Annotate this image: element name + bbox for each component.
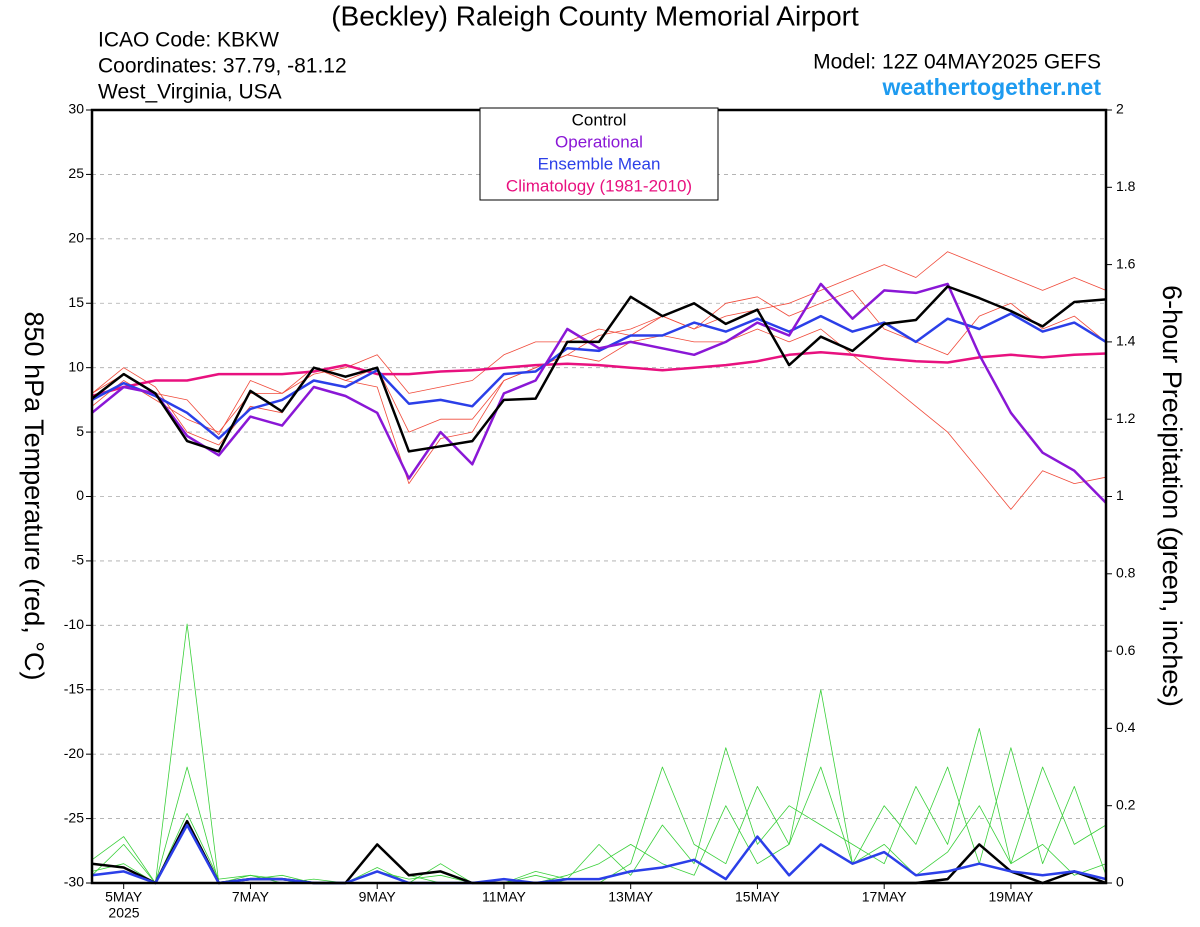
y2-axis-title: 6-hour Precipitation (green, inches) (1157, 285, 1187, 707)
y-tick-label: 25 (68, 165, 84, 181)
y-tick-label: -20 (64, 745, 84, 761)
series-line (91, 285, 1107, 453)
x-tick-label: 11MAY (482, 889, 526, 905)
series-line (91, 350, 1107, 398)
series-line (91, 282, 1107, 504)
y2-tick-label: 1.6 (1116, 255, 1136, 271)
series-line (91, 290, 1107, 436)
y-tick-label: 10 (68, 358, 84, 374)
x-tick-label: 7MAY (232, 889, 270, 905)
year-label: 2025 (108, 905, 139, 921)
y2-tick-label: 1.4 (1116, 333, 1136, 349)
y-tick-label: 15 (68, 294, 84, 310)
y-tick-label: -5 (72, 552, 85, 568)
series-line (91, 251, 1107, 484)
series-line (91, 328, 1107, 510)
x-tick-label: 13MAY (608, 889, 654, 905)
y2-tick-label: 0.2 (1116, 796, 1136, 812)
y2-tick-label: 0 (1116, 874, 1124, 890)
y-tick-label: -10 (64, 616, 84, 632)
y2-tick-label: 1.2 (1116, 410, 1136, 426)
y-tick-label: 0 (76, 487, 84, 503)
x-tick-label: 17MAY (862, 889, 908, 905)
y2-tick-label: 1.8 (1116, 178, 1136, 194)
legend-label: Control (572, 110, 627, 129)
y-tick-label: -25 (64, 809, 84, 825)
y-tick-label: -30 (64, 874, 84, 890)
series-line (91, 728, 1107, 884)
legend-box (479, 107, 719, 201)
location: West_Virginia, USA (98, 81, 282, 104)
series-line (91, 823, 1107, 885)
website: weathertogether.net (881, 74, 1101, 100)
series-line (91, 766, 1107, 884)
y2-tick-label: 2 (1116, 101, 1124, 117)
legend-label: Climatology (1981-2010) (506, 176, 692, 195)
y-tick-label: 5 (76, 423, 84, 439)
y-tick-label: 30 (68, 101, 84, 117)
y2-tick-label: 0.4 (1116, 719, 1136, 735)
x-tick-label: 19MAY (989, 889, 1035, 905)
series-line (91, 819, 1107, 885)
x-tick-label: 9MAY (359, 889, 397, 905)
x-tick-label: 5MAY (105, 889, 143, 905)
series-line (91, 312, 1107, 440)
y-axis-title: 850 hPa Temperature (red, °C) (19, 312, 49, 681)
model: Model: 12Z 04MAY2025 GEFS (813, 51, 1101, 74)
y2-tick-label: 1 (1116, 487, 1124, 503)
y-tick-label: 20 (68, 230, 84, 246)
y2-tick-label: 0.6 (1116, 642, 1136, 658)
coordinates: Coordinates: 37.79, -81.12 (98, 55, 347, 78)
icao: ICAO Code: KBKW (98, 29, 279, 52)
y-tick-label: -15 (64, 680, 84, 696)
legend-label: Ensemble Mean (538, 154, 661, 173)
chart-title: (Beckley) Raleigh County Memorial Airpor… (331, 0, 859, 31)
y2-tick-label: 0.8 (1116, 565, 1136, 581)
legend-label: Operational (555, 132, 643, 151)
x-tick-label: 15MAY (735, 889, 781, 905)
